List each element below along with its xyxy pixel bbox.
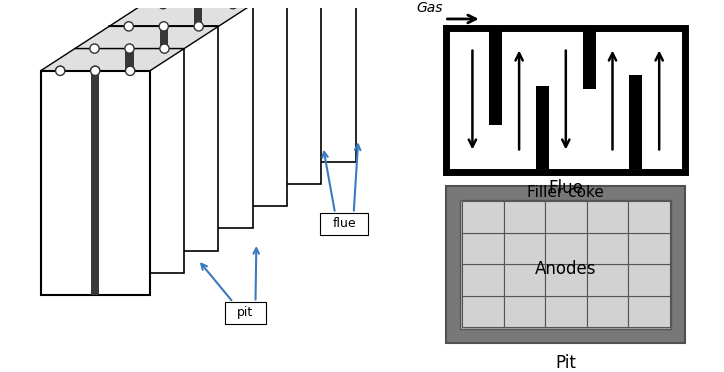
Bar — [545, 296, 586, 327]
Text: flue: flue — [332, 217, 356, 230]
Bar — [586, 264, 628, 296]
Bar — [143, 4, 253, 228]
FancyBboxPatch shape — [225, 302, 266, 324]
Text: pit: pit — [237, 306, 253, 319]
Bar — [504, 264, 545, 296]
Bar — [462, 296, 504, 327]
Text: Gas: Gas — [416, 1, 442, 15]
Bar — [125, 49, 134, 273]
Bar — [462, 233, 504, 264]
Bar — [446, 28, 686, 172]
Bar — [41, 71, 150, 295]
Circle shape — [193, 0, 203, 9]
Bar — [629, 75, 642, 169]
Bar — [462, 202, 504, 233]
Circle shape — [56, 66, 65, 76]
Bar — [586, 202, 628, 233]
Circle shape — [56, 66, 65, 76]
Bar — [504, 296, 545, 327]
Bar — [41, 71, 150, 295]
Polygon shape — [41, 49, 184, 71]
Circle shape — [159, 0, 168, 9]
Bar — [91, 71, 99, 295]
Circle shape — [160, 44, 169, 53]
Circle shape — [125, 44, 134, 53]
Bar — [489, 31, 502, 125]
Bar — [91, 71, 99, 295]
Bar — [75, 49, 184, 273]
Text: Flue: Flue — [548, 179, 584, 197]
Bar — [194, 4, 202, 228]
Text: Filler coke: Filler coke — [527, 185, 605, 200]
Bar — [297, 0, 305, 161]
Circle shape — [124, 22, 133, 31]
Bar — [446, 186, 686, 343]
Bar — [586, 296, 628, 327]
Bar — [628, 296, 670, 327]
Circle shape — [194, 22, 203, 31]
Bar — [109, 26, 219, 251]
Bar — [628, 264, 670, 296]
Bar — [586, 233, 628, 264]
Text: Pit: Pit — [555, 354, 576, 372]
Circle shape — [90, 66, 100, 76]
FancyBboxPatch shape — [320, 212, 369, 235]
Polygon shape — [143, 0, 287, 4]
Circle shape — [125, 66, 135, 76]
Bar — [504, 202, 545, 233]
Bar — [177, 0, 287, 206]
Text: Anodes: Anodes — [535, 260, 597, 278]
Bar — [212, 0, 321, 184]
Bar — [228, 0, 237, 206]
Bar — [159, 26, 168, 251]
Bar — [246, 0, 355, 161]
Circle shape — [90, 44, 99, 53]
Bar — [460, 200, 671, 329]
Polygon shape — [75, 26, 219, 49]
Bar — [462, 264, 504, 296]
Circle shape — [90, 66, 100, 76]
Bar — [262, 0, 271, 184]
Bar — [628, 233, 670, 264]
Bar — [545, 233, 586, 264]
Polygon shape — [109, 4, 253, 26]
Bar — [545, 202, 586, 233]
Circle shape — [228, 0, 237, 9]
Bar — [583, 31, 596, 89]
Bar — [628, 202, 670, 233]
Bar — [504, 233, 545, 264]
Circle shape — [159, 22, 169, 31]
Circle shape — [125, 66, 135, 76]
Bar — [536, 86, 549, 169]
Bar — [545, 264, 586, 296]
